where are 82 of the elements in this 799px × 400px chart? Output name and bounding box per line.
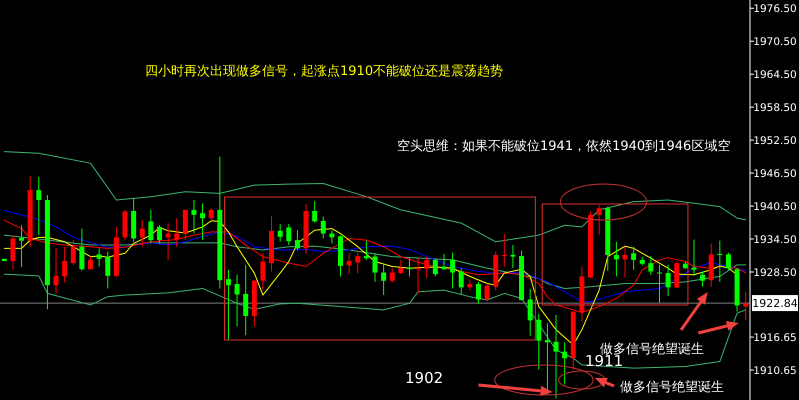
- candlestick: [260, 252, 266, 291]
- annotation: 做多信号绝望诞生: [620, 380, 724, 395]
- candlestick: [631, 246, 636, 270]
- y-tick-label: 1934.50: [753, 234, 797, 246]
- candlestick: [450, 252, 456, 289]
- candlestick: [200, 202, 206, 241]
- candlestick: [208, 208, 214, 220]
- candlestick: [105, 251, 110, 289]
- candlestick: [329, 230, 334, 244]
- candlestick: [70, 240, 76, 266]
- line-series: [4, 210, 746, 302]
- candlestick: [364, 240, 369, 260]
- candlestick: [648, 256, 654, 276]
- y-tick-label: 1958.50: [753, 102, 797, 114]
- candlestick: [148, 209, 154, 244]
- candlestick: [484, 283, 490, 300]
- y-tick-label: 1970.50: [753, 36, 797, 48]
- candlestick: [54, 248, 59, 294]
- candlestick: [458, 268, 464, 294]
- candlestick: [700, 270, 706, 288]
- candlestick: [691, 239, 696, 276]
- candlestick: [10, 234, 16, 270]
- y-tick-label: 1916.65: [753, 332, 797, 344]
- candlestick: [278, 224, 283, 242]
- candlestick: [62, 246, 68, 283]
- candlestick: [96, 248, 102, 267]
- y-tick-label: 1952.50: [753, 135, 797, 148]
- candlestick: [424, 256, 430, 279]
- candlestick: [243, 264, 248, 336]
- candlestick: [596, 204, 602, 236]
- candlestick: [656, 264, 662, 304]
- candlestick: [416, 258, 421, 294]
- candlestick: [398, 259, 404, 275]
- candlestick: [406, 258, 412, 277]
- candlestick: [286, 224, 292, 246]
- candlestick: [441, 253, 446, 270]
- y-tick-label: 1946.50: [753, 168, 797, 180]
- annotation: 空头思维：如果不能破位1941，依然1940到1946区域空: [397, 139, 730, 154]
- line-series: [4, 234, 746, 289]
- candlestick: [467, 278, 472, 291]
- candlestick: [36, 176, 42, 236]
- y-tick-label: 1940.50: [753, 201, 797, 214]
- candlestick: [355, 250, 360, 274]
- candlestick: [346, 252, 352, 275]
- candlestick: [726, 252, 731, 270]
- candlestick: [79, 228, 84, 272]
- annotation: 四小时再次出现做多信号，起涨点1910不能破位还是震荡趋势: [145, 64, 504, 79]
- candlestick: [476, 281, 481, 304]
- y-tick-label: 1976.50: [753, 3, 797, 16]
- candlestick: [544, 322, 550, 396]
- candlestick: [226, 269, 231, 341]
- candlestick: [166, 222, 171, 260]
- candlestick: [432, 258, 438, 277]
- candlestick: [536, 313, 542, 370]
- candlestick: [502, 234, 507, 267]
- candlestick: [88, 256, 94, 270]
- candlestick: [554, 314, 559, 399]
- candlestick: [19, 224, 24, 268]
- candlestick: [156, 224, 162, 244]
- candlestick: [381, 262, 386, 296]
- candlestick: [614, 241, 619, 277]
- y-tick-label: 1964.50: [753, 69, 797, 82]
- annotation: 1902: [405, 369, 444, 387]
- candlestick: [717, 240, 722, 282]
- candlestick: [320, 216, 326, 239]
- candlestick: [390, 268, 395, 283]
- candlestick: [294, 230, 300, 250]
- candlestick: [622, 246, 628, 278]
- candlestick: [234, 274, 240, 327]
- ref-line-label: 1922.84: [752, 297, 798, 310]
- candlestick: [528, 288, 533, 336]
- candlestick: [562, 342, 568, 386]
- candlestick: [510, 244, 516, 269]
- candlestick: [372, 252, 378, 282]
- line-series: [4, 274, 746, 369]
- y-tick-label: 1928.50: [753, 266, 797, 279]
- candlestick: [666, 264, 671, 297]
- line-series: [4, 151, 746, 242]
- y-tick-label: 1910.65: [753, 365, 797, 378]
- candlestick: [743, 291, 748, 320]
- candlestick: [191, 200, 196, 234]
- candlestick: [312, 200, 318, 224]
